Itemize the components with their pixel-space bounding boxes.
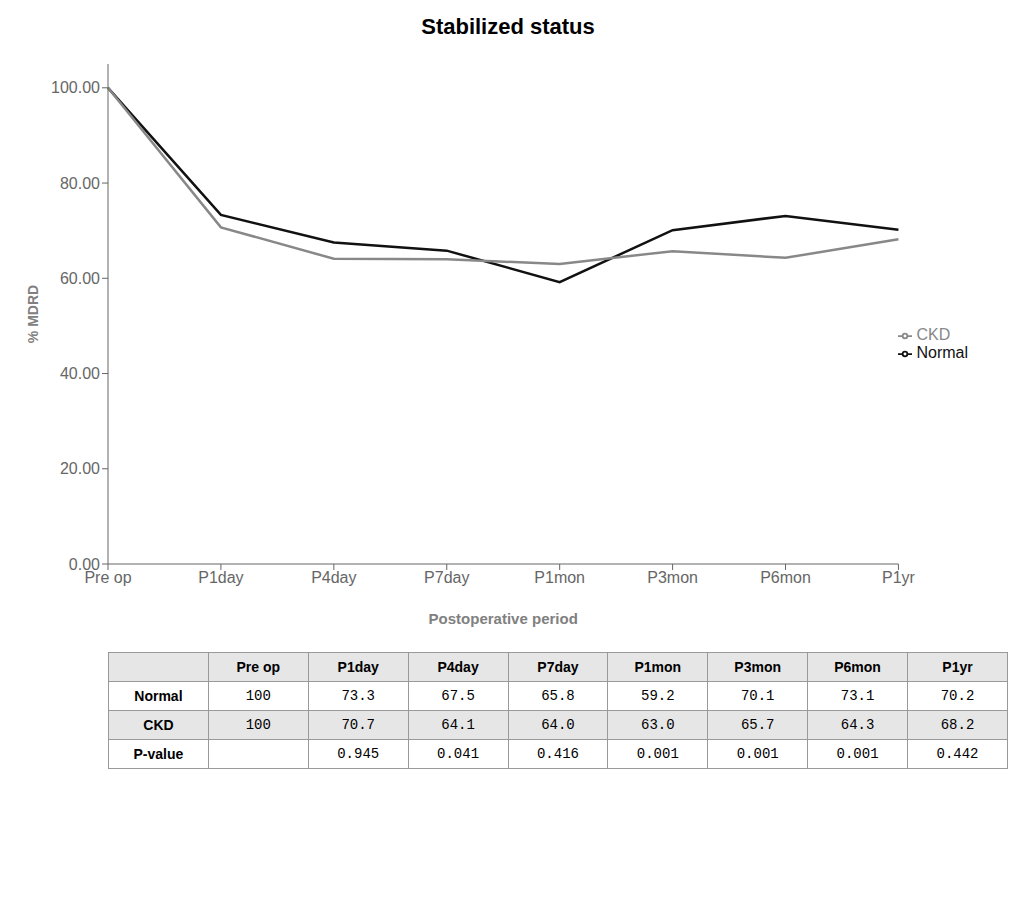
html-text:Normal: Normal xyxy=(916,344,968,361)
html-text:CKD: CKD xyxy=(916,326,951,343)
html-text:68.2: 68.2 xyxy=(940,717,975,733)
html-text:73.3: 73.3 xyxy=(341,688,375,704)
html-text:0.001: 0.001 xyxy=(836,746,879,762)
svg-text:% MDRD: % MDRD xyxy=(25,285,41,343)
html-text:0.001: 0.001 xyxy=(736,746,779,762)
html-text:P6mon: P6mon xyxy=(834,659,881,675)
html-text:64.3: 64.3 xyxy=(840,717,875,733)
html-text:70.1: 70.1 xyxy=(740,688,775,704)
html-text:63.0: 63.0 xyxy=(641,717,675,733)
html-text:Pre op: Pre op xyxy=(236,659,281,675)
svg-text:80.00: 80.00 xyxy=(60,175,100,192)
html-text:Stabilized status: Stabilized status xyxy=(421,14,595,39)
svg-text:P4day: P4day xyxy=(311,569,356,586)
html-text:65.7: 65.7 xyxy=(740,717,775,733)
svg-text:Postoperative period: Postoperative period xyxy=(429,610,578,627)
html-text:70.7: 70.7 xyxy=(341,717,375,733)
svg-text:P6mon: P6mon xyxy=(760,569,811,586)
html-text:73.1: 73.1 xyxy=(840,688,875,704)
html-text:67.5: 67.5 xyxy=(441,688,475,704)
svg-text:P1yr: P1yr xyxy=(882,569,916,586)
svg-text:100.00: 100.00 xyxy=(51,79,100,96)
html-text:P1mon: P1mon xyxy=(634,659,682,675)
html-text:64.0: 64.0 xyxy=(541,717,575,733)
svg-text:60.00: 60.00 xyxy=(60,270,100,287)
html-text:100: 100 xyxy=(245,688,271,704)
html-text:CKD: CKD xyxy=(143,717,174,733)
html-text:0.041: 0.041 xyxy=(437,746,480,762)
html-text:0.001: 0.001 xyxy=(636,746,679,762)
svg-text:Pre op: Pre op xyxy=(84,569,132,587)
svg-text:P1mon: P1mon xyxy=(534,569,585,586)
svg-text:40.00: 40.00 xyxy=(60,365,100,382)
html-text:P-value: P-value xyxy=(133,746,184,762)
svg-text:P7day: P7day xyxy=(424,569,469,586)
html-text:59.2: 59.2 xyxy=(641,688,675,704)
html-text:P7day: P7day xyxy=(537,659,579,675)
html-text:P4day: P4day xyxy=(437,659,479,675)
html-text:0.416: 0.416 xyxy=(536,746,579,762)
html-text:Normal: Normal xyxy=(134,688,183,704)
html-text:65.8: 65.8 xyxy=(541,688,575,704)
svg-text:20.00: 20.00 xyxy=(60,460,100,477)
html-text:P3mon: P3mon xyxy=(734,659,781,675)
svg-text:0.00: 0.00 xyxy=(69,556,100,573)
html-text:P1day: P1day xyxy=(337,659,379,675)
html-text:70.2: 70.2 xyxy=(940,688,975,704)
html-text:64.1: 64.1 xyxy=(441,717,475,733)
html-text:0.442: 0.442 xyxy=(936,746,979,762)
svg-text:P1day: P1day xyxy=(198,569,243,586)
html-text:P1yr: P1yr xyxy=(942,659,973,675)
html-text:0.945: 0.945 xyxy=(337,746,380,762)
html-text:100: 100 xyxy=(245,717,271,733)
svg-text:P3mon: P3mon xyxy=(647,569,698,586)
